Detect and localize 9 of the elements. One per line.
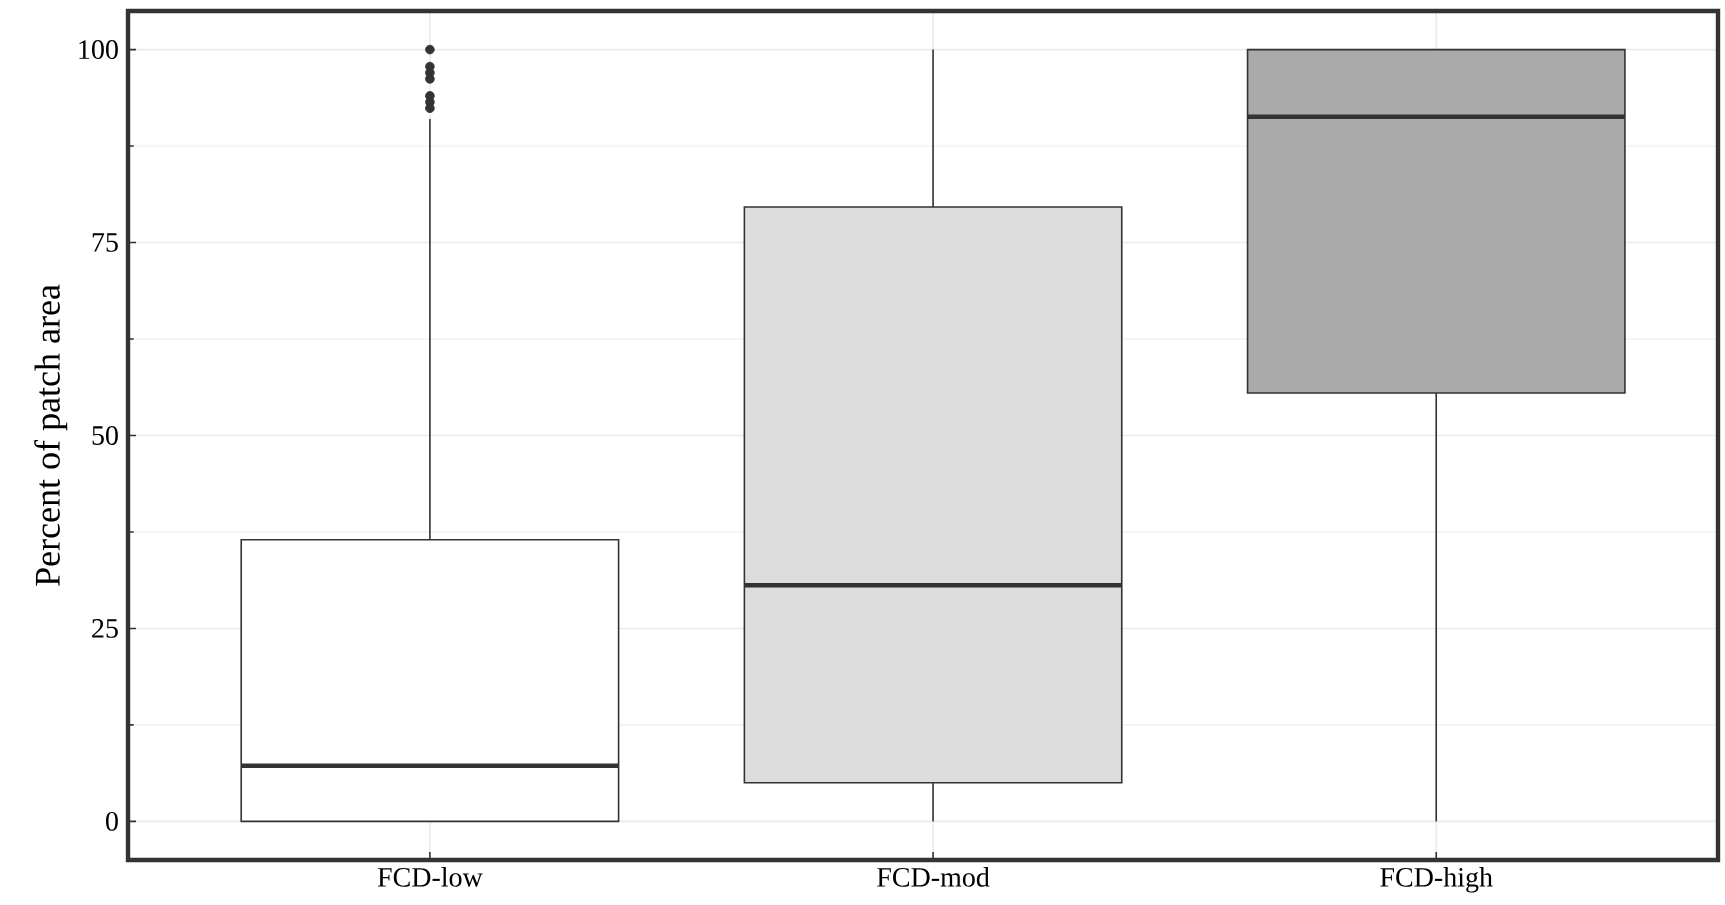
x-tick-label: FCD-low [377,867,483,887]
y-tick-label: 75 [92,233,118,252]
y-axis-title: Percent of patch area [34,284,68,586]
y-tick-label: 100 [79,40,118,60]
x-tick-label: FCD-high [1380,867,1493,893]
y-tick-label: 0 [106,811,118,831]
y-tick-label: 50 [92,426,118,445]
x-tick-label: FCD-mod [877,867,990,887]
y-tick-label: 25 [92,619,118,638]
